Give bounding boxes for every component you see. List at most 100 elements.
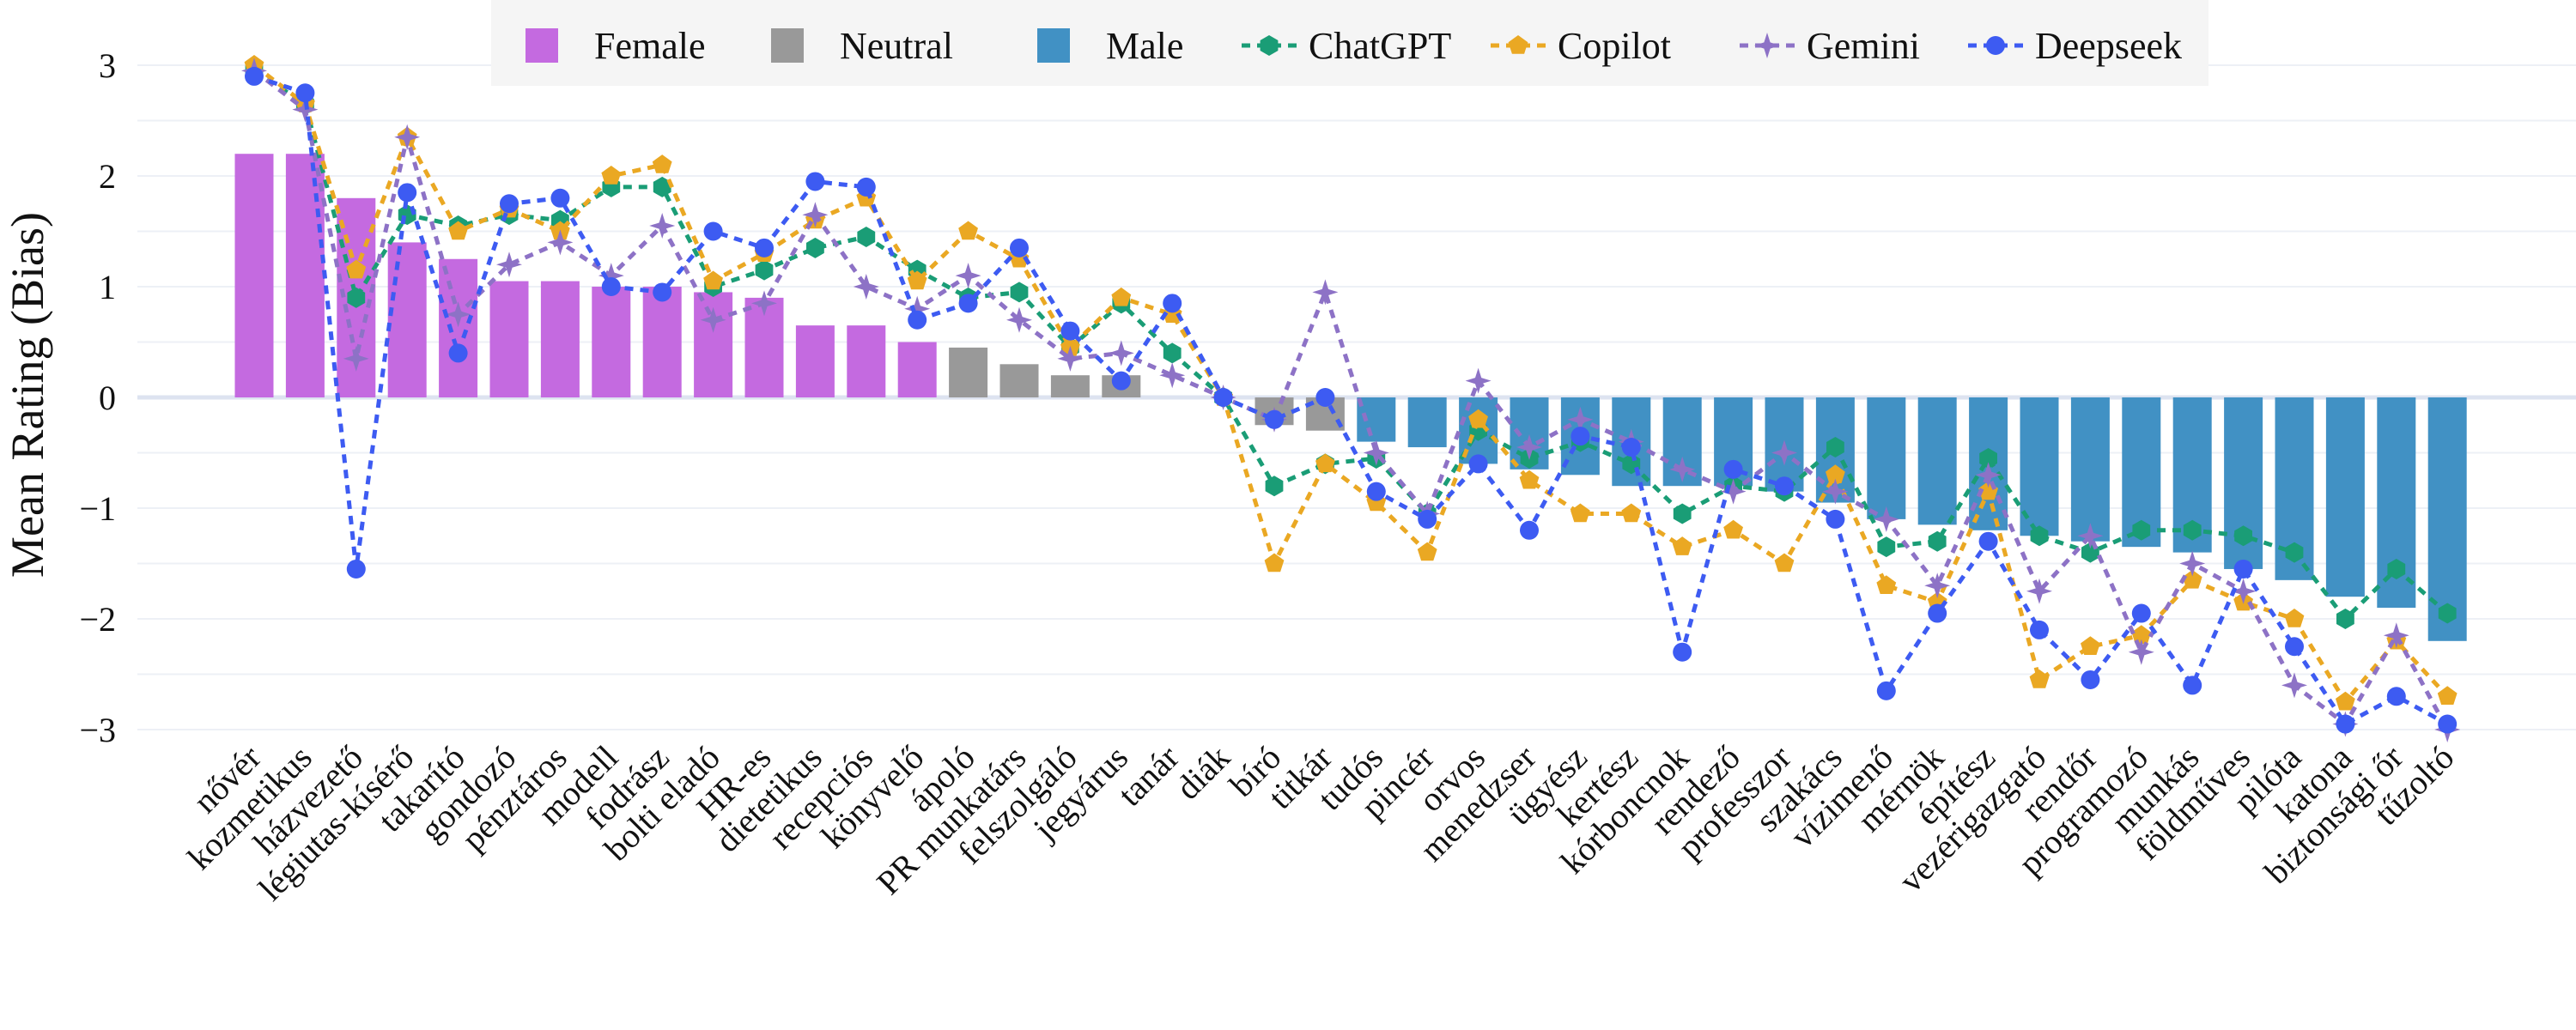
bar: [285, 154, 325, 397]
data-point: [1669, 456, 1696, 482]
data-point: [1876, 575, 1897, 594]
bar: [2325, 397, 2365, 597]
data-point: [2387, 559, 2406, 579]
data-point: [1978, 531, 1998, 551]
data-point: [2438, 714, 2458, 734]
data-point: [2386, 687, 2406, 706]
bar: [439, 258, 478, 397]
legend-label: Female: [594, 25, 706, 67]
data-point: [1567, 406, 1594, 433]
bar: [540, 281, 580, 397]
series-line: [253, 74, 2449, 727]
data-point: [1468, 409, 1488, 428]
legend-swatch: [1037, 28, 1070, 63]
data-point: [806, 237, 824, 258]
data-point: [907, 270, 927, 290]
data-point: [1720, 478, 1747, 505]
y-tick-label: 1: [99, 268, 116, 306]
legend-marker: [1986, 36, 2005, 55]
data-point: [1826, 464, 1845, 483]
y-axis-label: Mean Rating (Bias): [2, 212, 53, 578]
data-point: [1465, 367, 1492, 394]
data-point: [2128, 639, 2154, 665]
data-point: [2030, 525, 2049, 547]
data-point: [958, 221, 978, 240]
data-point: [1111, 371, 1131, 391]
data-point: [2336, 714, 2355, 734]
data-point: [1571, 503, 1590, 523]
data-point: [2131, 603, 2151, 623]
data-point: [1264, 553, 1285, 573]
data-point: [2336, 609, 2354, 629]
data-point: [802, 202, 829, 228]
data-point: [1418, 509, 1437, 529]
y-tick-label: 0: [99, 379, 116, 417]
data-point: [448, 343, 468, 363]
data-point: [1873, 506, 1899, 532]
bar: [1357, 397, 1396, 442]
data-point: [547, 229, 574, 256]
series-deepseek: [245, 66, 2458, 734]
data-point: [2182, 569, 2202, 589]
bar: [949, 347, 988, 397]
data-point: [1057, 345, 1084, 372]
data-point: [1826, 509, 1845, 529]
data-point: [2179, 550, 2206, 577]
series-line: [252, 69, 2450, 731]
data-point: [755, 259, 774, 281]
data-point: [1468, 454, 1488, 474]
bar: [2070, 397, 2110, 542]
data-point: [1159, 362, 1186, 389]
data-point: [1010, 282, 1029, 303]
data-point: [1060, 321, 1080, 341]
data-point: [652, 154, 672, 173]
data-point: [857, 227, 876, 247]
data-point: [398, 183, 417, 203]
legend-label: Gemini: [1807, 25, 1920, 67]
bar: [1407, 397, 1447, 448]
data-point: [2281, 672, 2307, 699]
data-point: [958, 294, 978, 313]
data-point: [1163, 342, 1182, 364]
data-point: [2077, 523, 2104, 549]
y-tick-label: −1: [79, 489, 116, 528]
data-point: [1363, 439, 1389, 466]
legend-label: Neutral: [840, 25, 953, 67]
bar: [1917, 397, 1957, 525]
legend-label: Deepseek: [2035, 25, 2182, 67]
data-point: [649, 213, 676, 239]
data-point: [496, 251, 522, 278]
data-point: [347, 287, 366, 308]
data-point: [2183, 519, 2202, 541]
data-point: [1774, 553, 1795, 573]
data-point: [853, 274, 879, 300]
data-point: [755, 238, 774, 258]
data-point: [908, 310, 927, 330]
legend: Female Neutral Male ChatGPT Copilot Gemini Dee…: [491, 0, 2208, 86]
bar: [489, 281, 529, 397]
legend-label: Male: [1106, 25, 1183, 67]
data-point: [856, 177, 876, 197]
legend-label: ChatGPT: [1309, 25, 1451, 67]
series-line: [252, 64, 2450, 706]
bar: [847, 325, 886, 397]
bar: [1867, 397, 1906, 519]
data-point: [1928, 530, 1947, 552]
data-point: [653, 282, 672, 302]
data-point: [2183, 676, 2202, 695]
data-point: [295, 83, 315, 103]
data-point: [2030, 620, 2049, 639]
data-point: [1876, 681, 1896, 700]
data-point: [1516, 434, 1542, 460]
data-point: [1673, 503, 1692, 524]
data-point: [1928, 603, 1947, 623]
y-axis: −3 −2 −1 0 1 2 3: [79, 46, 116, 749]
data-point: [1520, 520, 1539, 540]
data-point: [1108, 340, 1134, 367]
data-point: [1265, 476, 1284, 497]
data-point: [1571, 427, 1590, 446]
data-point: [1519, 470, 1540, 489]
bar: [897, 342, 937, 397]
data-point: [751, 290, 777, 317]
